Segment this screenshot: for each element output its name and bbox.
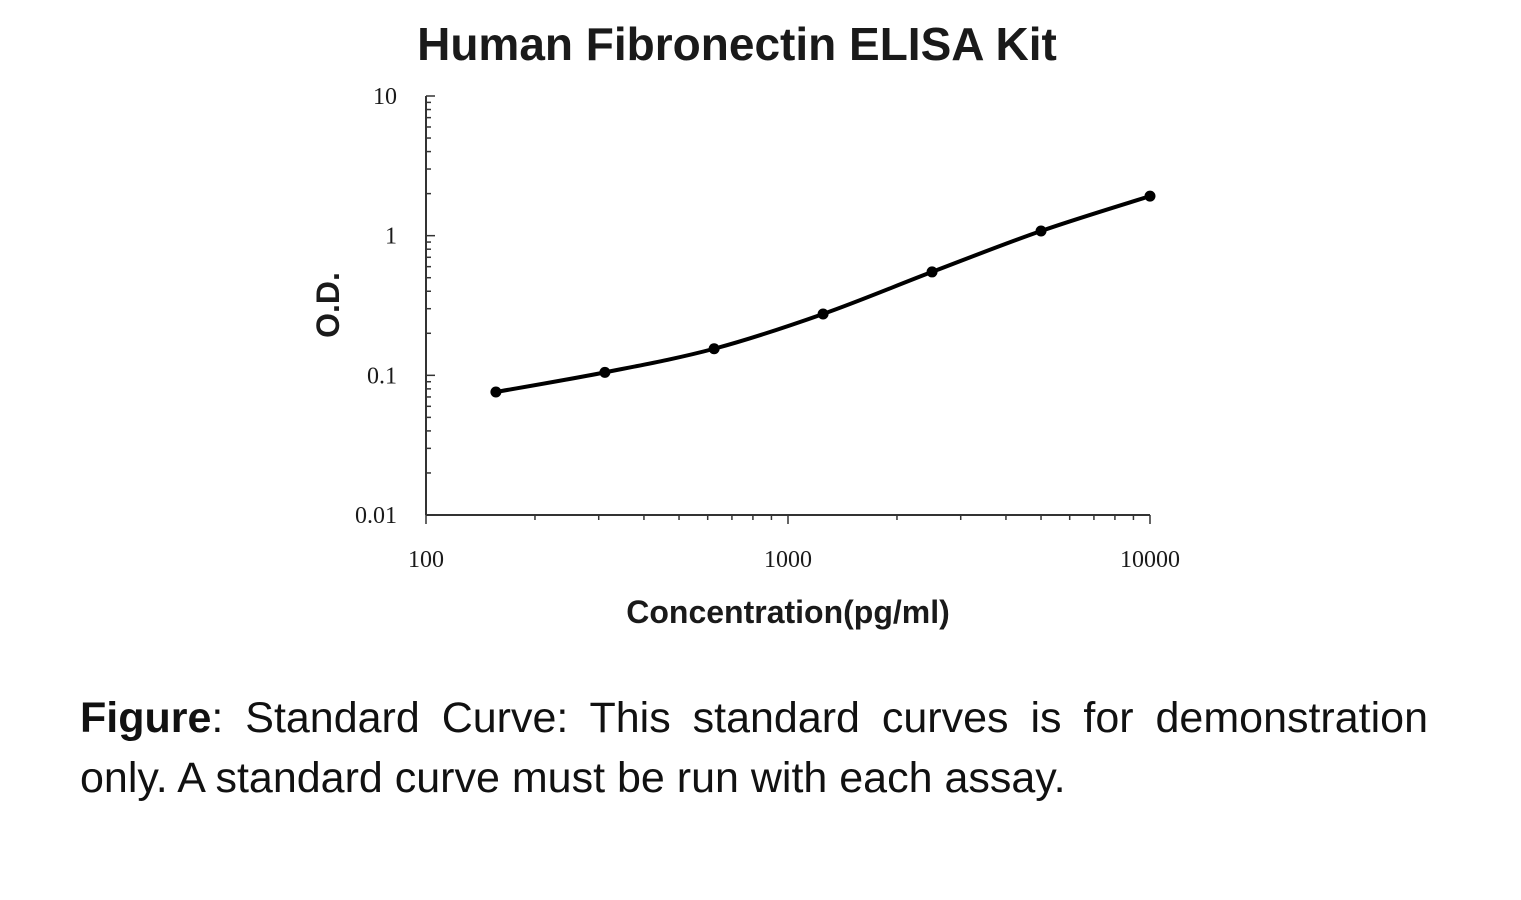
data-point bbox=[926, 266, 938, 278]
y-tick-label: 1 bbox=[385, 224, 397, 250]
data-point bbox=[1035, 225, 1047, 237]
chart: Human Fibronectin ELISA Kit 100 1000 10000… bbox=[310, 18, 1180, 630]
caption-prefix: Figure bbox=[80, 694, 212, 742]
x-tick-label: 100 bbox=[408, 547, 444, 573]
standard-curve-line bbox=[493, 194, 1152, 394]
data-point bbox=[708, 343, 720, 355]
y-tick-label: 0.1 bbox=[367, 363, 397, 389]
data-point bbox=[1144, 190, 1156, 202]
curve-layer bbox=[493, 194, 1152, 394]
y-tick-label: 10 bbox=[373, 84, 397, 110]
x-tick-label: 1000 bbox=[764, 547, 812, 573]
data-point bbox=[599, 366, 611, 378]
axes: 100 1000 10000 0.01 0.1 1 10 bbox=[355, 84, 1180, 573]
data-point bbox=[817, 308, 829, 320]
x-axis-label: Concentration(pg/ml) bbox=[626, 594, 950, 630]
points-layer bbox=[490, 190, 1156, 398]
chart-title: Human Fibronectin ELISA Kit bbox=[417, 18, 1057, 70]
y-axis-label: O.D. bbox=[310, 272, 346, 338]
y-tick-label: 0.01 bbox=[355, 503, 397, 529]
caption-text: : Standard Curve: This standard curves i… bbox=[80, 694, 1428, 802]
data-point bbox=[490, 386, 502, 398]
figure-caption: Figure: Standard Curve: This standard cu… bbox=[80, 688, 1428, 808]
x-tick-label: 10000 bbox=[1120, 547, 1180, 573]
